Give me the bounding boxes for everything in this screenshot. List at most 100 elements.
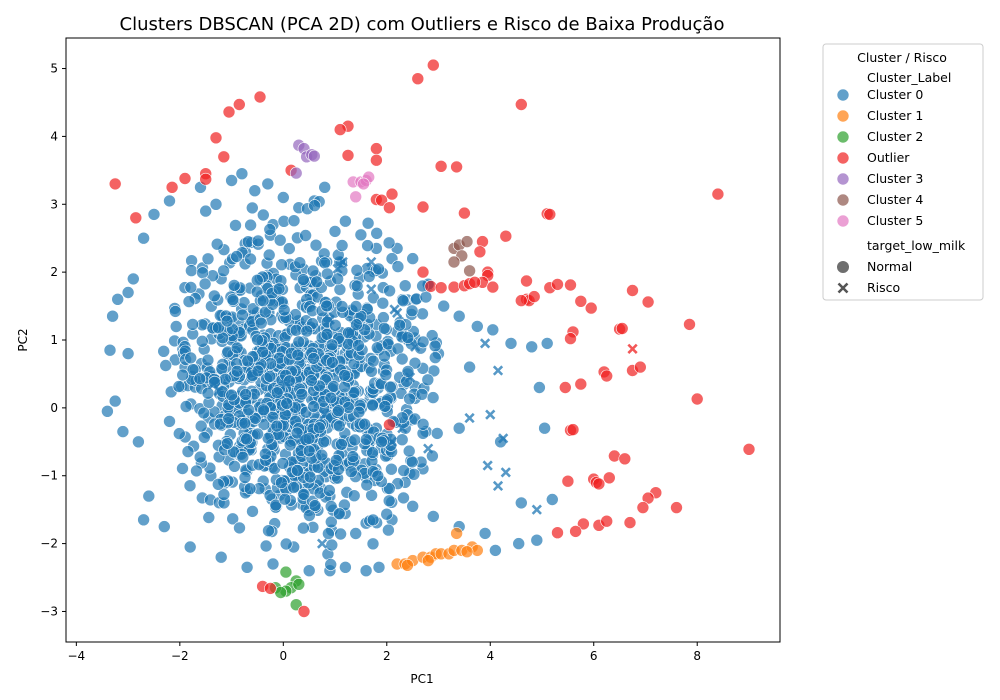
point [242,403,255,417]
point [324,558,338,571]
point [256,208,270,222]
point [176,462,189,475]
point [338,368,351,382]
point [315,448,329,462]
point [185,264,198,277]
point [370,341,384,355]
point [197,406,211,420]
point [421,373,435,387]
x-tick-label: 0 [279,649,287,663]
risk-point [410,341,421,352]
legend-marker [836,193,850,207]
point [193,450,207,464]
legend-label: Cluster 1 [867,108,923,123]
point [108,394,122,408]
point [279,537,293,551]
point [208,289,221,303]
risk-point [345,328,356,339]
point [101,404,114,418]
point [227,279,241,292]
point [225,174,238,187]
point [233,98,246,111]
risk-point [366,283,377,295]
point [325,538,339,552]
point [292,577,306,591]
point [111,292,124,306]
point [447,280,461,294]
point [198,277,212,291]
point [577,517,590,531]
point [332,404,345,418]
point [366,537,380,551]
point [335,239,349,252]
point [108,177,122,191]
point [382,482,396,495]
point [350,263,364,277]
point [233,521,246,535]
point [277,303,291,317]
point [463,360,476,374]
point [608,449,621,463]
point [147,208,161,221]
point [142,489,156,503]
point [217,488,231,501]
point [190,464,203,478]
point [401,365,415,378]
point [499,229,513,243]
point [300,324,314,338]
point [525,340,539,354]
point [217,150,231,164]
point [426,58,440,72]
point [269,498,283,512]
point [366,513,380,527]
risk-point [316,538,328,549]
point [297,521,310,535]
x-tick-label: 8 [693,649,701,663]
series-risco [208,256,638,549]
point [240,560,254,574]
point [430,427,444,440]
point [370,142,383,155]
legend-marker [836,88,850,102]
point [132,435,145,449]
point [405,304,419,318]
point [341,149,355,162]
point [558,381,572,394]
point [275,476,288,490]
point [383,284,396,298]
point [450,527,463,540]
y-tick-label: −2 [40,537,58,551]
point [276,456,290,470]
series-cluster-3 [289,138,321,180]
point [561,474,575,488]
point [165,181,179,194]
y-tick-label: 5 [50,62,58,76]
point [201,252,215,266]
point [244,252,257,266]
point [352,405,366,419]
point [382,236,396,250]
point [282,242,296,255]
point [320,267,334,281]
legend-marker [836,214,850,228]
risk-point [324,314,335,325]
point [246,302,260,316]
point [240,432,253,446]
point [303,470,317,484]
risk-point [498,433,509,444]
risk-point [280,378,292,390]
point [338,380,351,394]
point [426,510,440,523]
point [551,526,564,540]
point [421,554,435,567]
point [303,509,316,522]
x-axis: −4 −2 0 2 4 6 8 [67,642,701,663]
point [246,505,259,518]
point [600,514,614,528]
point [450,160,463,174]
point [209,198,223,211]
legend-label: Risco [867,280,900,295]
point [478,527,492,540]
point [470,320,484,333]
